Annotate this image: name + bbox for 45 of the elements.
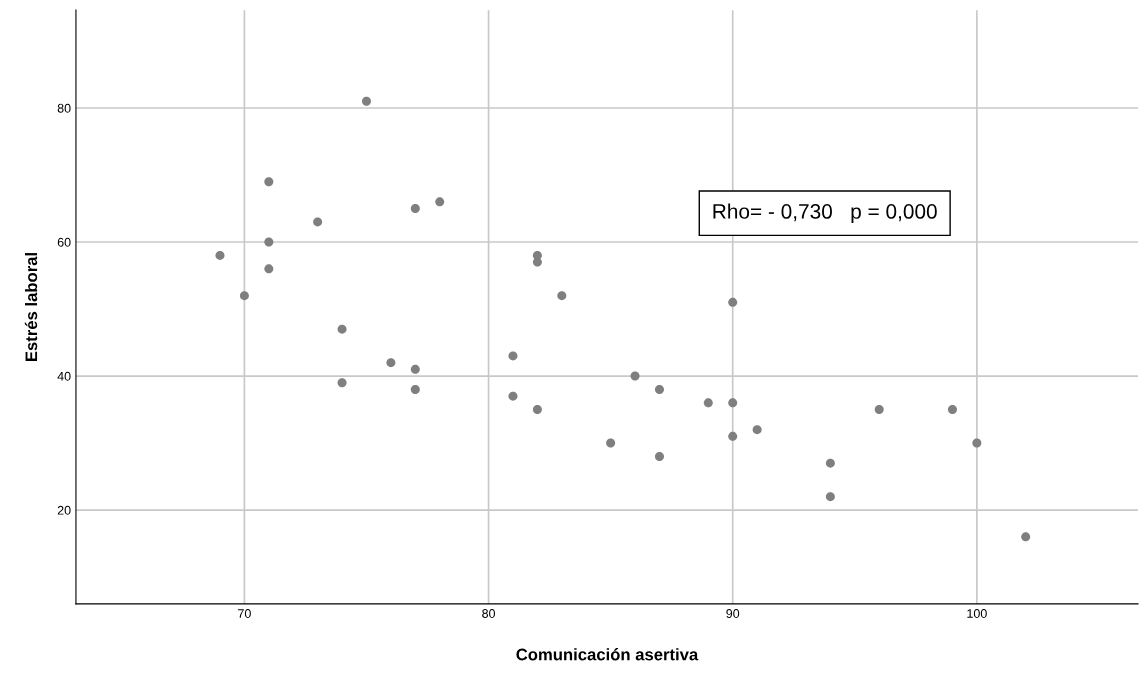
- annotation: Rho= - 0,730 p = 0,000: [713, 203, 937, 223]
- point: [410, 204, 420, 214]
- y-tick-label: 20: [57, 505, 71, 515]
- point: [215, 250, 225, 260]
- point: [557, 291, 567, 301]
- point: [947, 405, 957, 415]
- point: [435, 197, 445, 207]
- point: [630, 371, 640, 381]
- point: [410, 364, 420, 374]
- point: [508, 391, 518, 401]
- point: [410, 384, 420, 394]
- point: [532, 405, 542, 415]
- point: [728, 431, 738, 441]
- point: [337, 324, 347, 334]
- point: [728, 398, 738, 408]
- x-axis-title: Comunicación asertiva: [516, 648, 699, 661]
- point: [1021, 532, 1031, 542]
- y-axis-title: Estrés laboral: [24, 253, 38, 362]
- point: [874, 405, 884, 415]
- point: [728, 297, 738, 307]
- point: [654, 451, 664, 461]
- point: [386, 358, 396, 368]
- x-tick-label: 100: [967, 609, 987, 618]
- x-tick-label: 70: [238, 609, 251, 618]
- y-tick-label: 80: [57, 103, 71, 113]
- point: [825, 492, 835, 502]
- point: [508, 351, 518, 361]
- point: [752, 425, 762, 435]
- point: [337, 378, 347, 388]
- point: [972, 438, 982, 448]
- point: [532, 257, 542, 267]
- y-tick-label: 60: [57, 237, 71, 247]
- point: [606, 438, 616, 448]
- point: [654, 384, 664, 394]
- x-tick-label: 90: [726, 609, 740, 618]
- point: [313, 217, 323, 227]
- point: [703, 398, 713, 408]
- point: [264, 177, 274, 187]
- x-tick-label: 80: [482, 609, 496, 618]
- point: [361, 96, 371, 106]
- point: [825, 458, 835, 468]
- point: [239, 291, 249, 301]
- point: [264, 237, 274, 247]
- point: [264, 264, 274, 274]
- y-tick-label: 40: [57, 371, 71, 381]
